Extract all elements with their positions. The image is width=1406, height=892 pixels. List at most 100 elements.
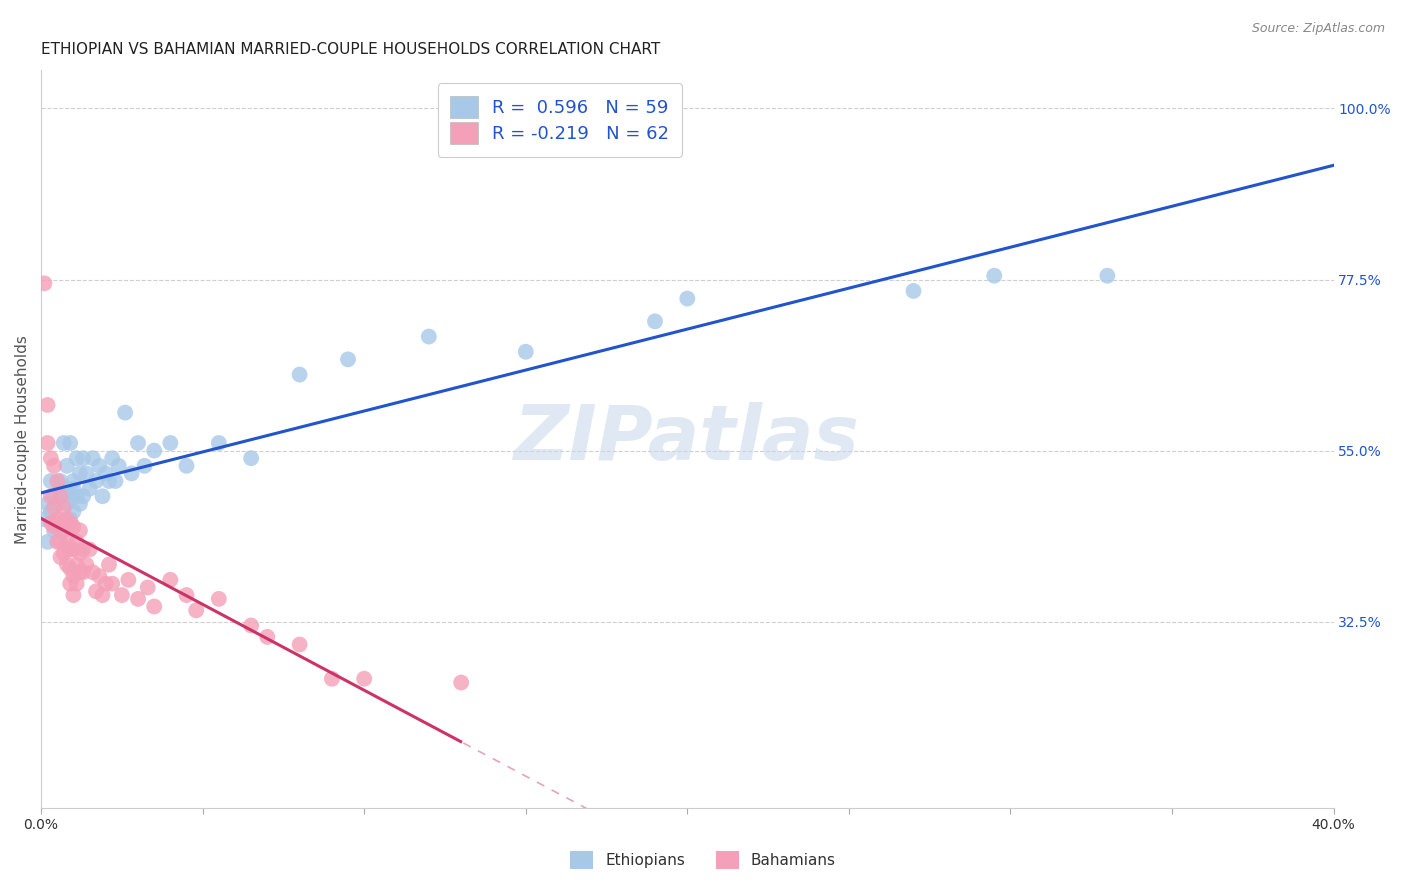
- Point: [66, 451, 89, 466]
- Point: [72, 489, 94, 503]
- Point: [69, 497, 91, 511]
- Point: [62, 519, 84, 533]
- Point: [450, 675, 472, 690]
- Point: [159, 436, 181, 450]
- Legend: R =  0.596   N = 59, R = -0.219   N = 62: R = 0.596 N = 59, R = -0.219 N = 62: [437, 83, 682, 157]
- Point: [72, 542, 94, 557]
- Point: [91, 489, 114, 503]
- Point: [46, 474, 69, 488]
- Point: [62, 504, 84, 518]
- Point: [56, 512, 79, 526]
- Point: [288, 638, 311, 652]
- Point: [134, 458, 156, 473]
- Point: [52, 489, 75, 503]
- Point: [66, 534, 89, 549]
- Text: ZIPatlas: ZIPatlas: [515, 402, 860, 476]
- Point: [37, 497, 59, 511]
- Point: [49, 474, 72, 488]
- Point: [59, 561, 82, 575]
- Point: [62, 474, 84, 488]
- Point: [117, 573, 139, 587]
- Point: [101, 451, 124, 466]
- Point: [56, 558, 79, 572]
- Point: [39, 516, 62, 530]
- Point: [62, 482, 84, 496]
- Point: [42, 524, 65, 538]
- Point: [66, 576, 89, 591]
- Point: [121, 467, 143, 481]
- Point: [49, 489, 72, 503]
- Point: [104, 474, 127, 488]
- Point: [46, 534, 69, 549]
- Point: [903, 284, 925, 298]
- Point: [66, 489, 89, 503]
- Point: [49, 534, 72, 549]
- Point: [82, 451, 104, 466]
- Point: [49, 524, 72, 538]
- Point: [84, 474, 107, 488]
- Point: [62, 588, 84, 602]
- Point: [46, 516, 69, 530]
- Point: [97, 474, 120, 488]
- Point: [46, 512, 69, 526]
- Point: [107, 458, 129, 473]
- Point: [79, 542, 101, 557]
- Point: [39, 451, 62, 466]
- Point: [46, 497, 69, 511]
- Point: [72, 451, 94, 466]
- Point: [94, 467, 117, 481]
- Point: [34, 277, 56, 291]
- Point: [69, 546, 91, 560]
- Point: [59, 576, 82, 591]
- Point: [34, 512, 56, 526]
- Point: [59, 436, 82, 450]
- Point: [101, 576, 124, 591]
- Point: [39, 489, 62, 503]
- Point: [42, 489, 65, 503]
- Point: [94, 576, 117, 591]
- Point: [176, 588, 198, 602]
- Point: [49, 516, 72, 530]
- Point: [39, 504, 62, 518]
- Point: [75, 558, 97, 572]
- Text: Source: ZipAtlas.com: Source: ZipAtlas.com: [1251, 22, 1385, 36]
- Point: [59, 489, 82, 503]
- Point: [52, 516, 75, 530]
- Text: ETHIOPIAN VS BAHAMIAN MARRIED-COUPLE HOUSEHOLDS CORRELATION CHART: ETHIOPIAN VS BAHAMIAN MARRIED-COUPLE HOU…: [41, 42, 661, 57]
- Point: [37, 398, 59, 412]
- Point: [240, 451, 263, 466]
- Point: [75, 467, 97, 481]
- Point: [91, 588, 114, 602]
- Point: [37, 534, 59, 549]
- Point: [84, 584, 107, 599]
- Point: [52, 436, 75, 450]
- Point: [56, 458, 79, 473]
- Point: [59, 516, 82, 530]
- Point: [62, 542, 84, 557]
- Point: [52, 524, 75, 538]
- Point: [337, 352, 360, 367]
- Point: [114, 406, 136, 420]
- Point: [143, 443, 166, 458]
- Point: [59, 542, 82, 557]
- Point: [256, 630, 278, 644]
- Point: [1097, 268, 1119, 283]
- Point: [143, 599, 166, 614]
- Point: [56, 482, 79, 496]
- Point: [176, 458, 198, 473]
- Point: [52, 500, 75, 515]
- Point: [89, 458, 111, 473]
- Point: [42, 500, 65, 515]
- Point: [72, 566, 94, 580]
- Point: [62, 569, 84, 583]
- Point: [97, 558, 120, 572]
- Point: [82, 566, 104, 580]
- Point: [515, 344, 537, 359]
- Point: [37, 436, 59, 450]
- Point: [56, 497, 79, 511]
- Point: [49, 550, 72, 565]
- Point: [56, 534, 79, 549]
- Point: [127, 436, 149, 450]
- Legend: Ethiopians, Bahamians: Ethiopians, Bahamians: [564, 845, 842, 875]
- Point: [49, 482, 72, 496]
